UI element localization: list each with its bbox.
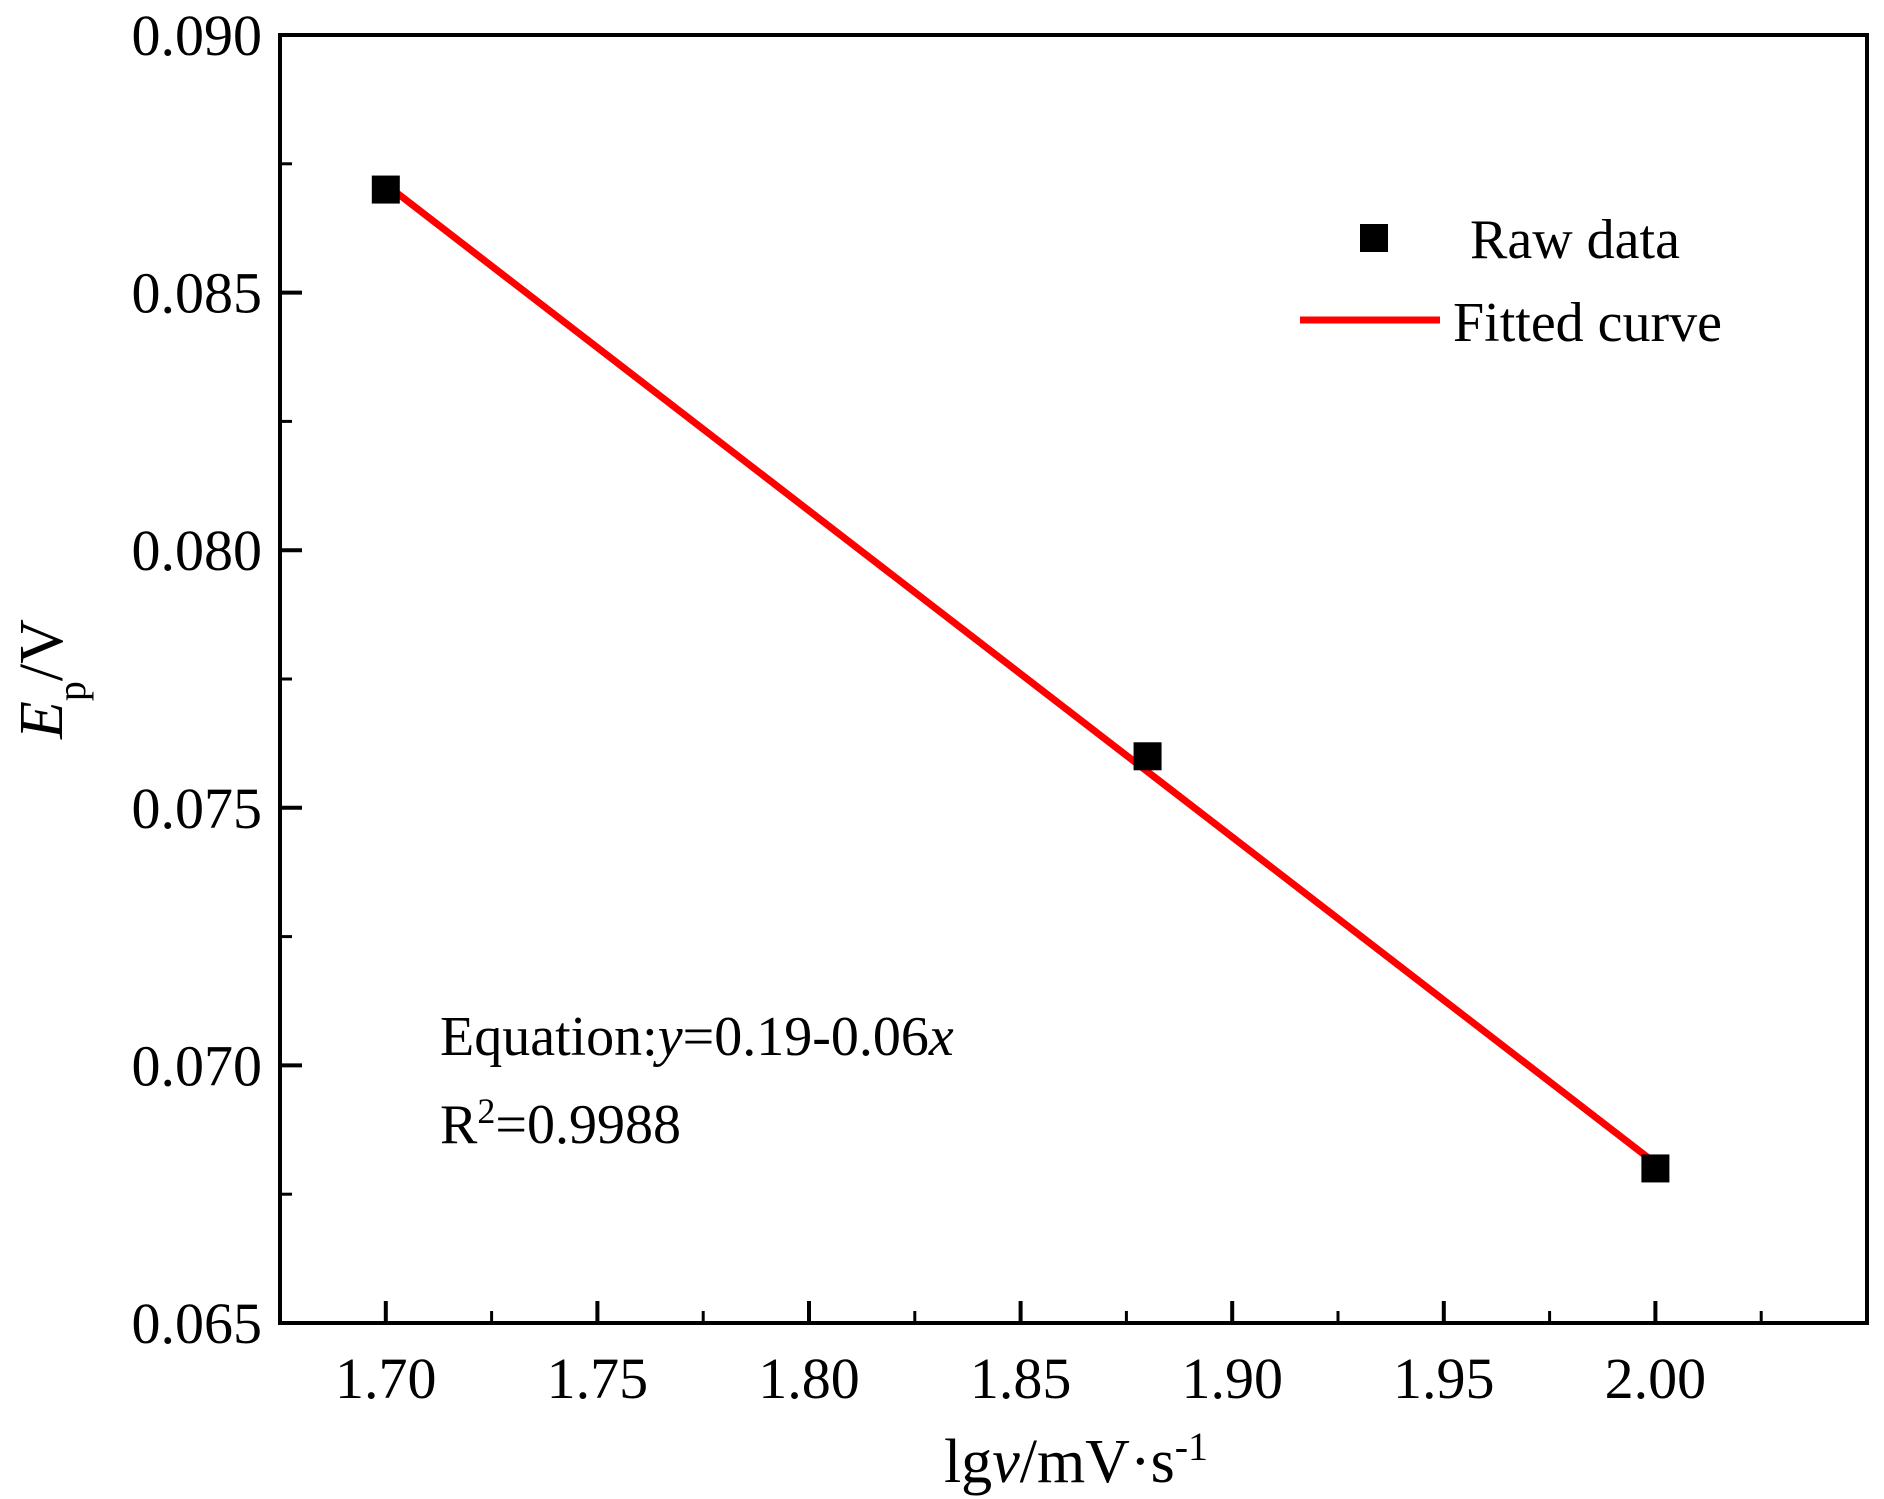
legend: Raw data Fitted curve xyxy=(1300,209,1722,354)
legend-marker-raw-data xyxy=(1360,224,1388,252)
legend-label-fitted-curve: Fitted curve xyxy=(1453,292,1722,354)
x-tick-label: 1.95 xyxy=(1393,1346,1495,1411)
x-tick-label: 1.85 xyxy=(970,1346,1072,1411)
y-tick-label: 0.090 xyxy=(132,3,263,68)
plot-area xyxy=(280,35,1867,1323)
plot-frame xyxy=(278,33,1869,1325)
y-tick-label: 0.070 xyxy=(132,1033,263,1098)
x-tick-label: 2.00 xyxy=(1605,1346,1707,1411)
y-tick-label: 0.085 xyxy=(132,261,263,326)
raw-data-point xyxy=(1641,1154,1670,1183)
r-squared-annotation: R2=0.9988 xyxy=(440,1091,681,1156)
raw-data-point xyxy=(371,175,400,204)
x-tick-label: 1.80 xyxy=(758,1346,860,1411)
x-axis-label: lgv/mV·s-1 xyxy=(944,1424,1208,1497)
y-tick-label: 0.080 xyxy=(132,518,263,583)
fit-layer xyxy=(382,180,1659,1167)
fitted-curve-line xyxy=(382,180,1659,1167)
x-tick-label: 1.75 xyxy=(547,1346,649,1411)
legend-label-raw-data: Raw data xyxy=(1470,209,1680,271)
y-tick-label: 0.075 xyxy=(132,776,263,841)
y-axis-label: Ep/V xyxy=(8,619,94,740)
ticks-layer: 1.70 1.75 1.80 1.85 1.90 1.95 2.00 0.065 0.070 0.… xyxy=(132,3,1763,1411)
equation-annotation: Equation:y=0.19-0.06x xyxy=(440,1006,954,1068)
x-tick-label: 1.70 xyxy=(335,1346,437,1411)
x-tick-label: 1.90 xyxy=(1181,1346,1283,1411)
points-layer xyxy=(371,175,1670,1183)
y-tick-label: 0.065 xyxy=(132,1291,263,1356)
raw-data-point xyxy=(1133,742,1162,771)
